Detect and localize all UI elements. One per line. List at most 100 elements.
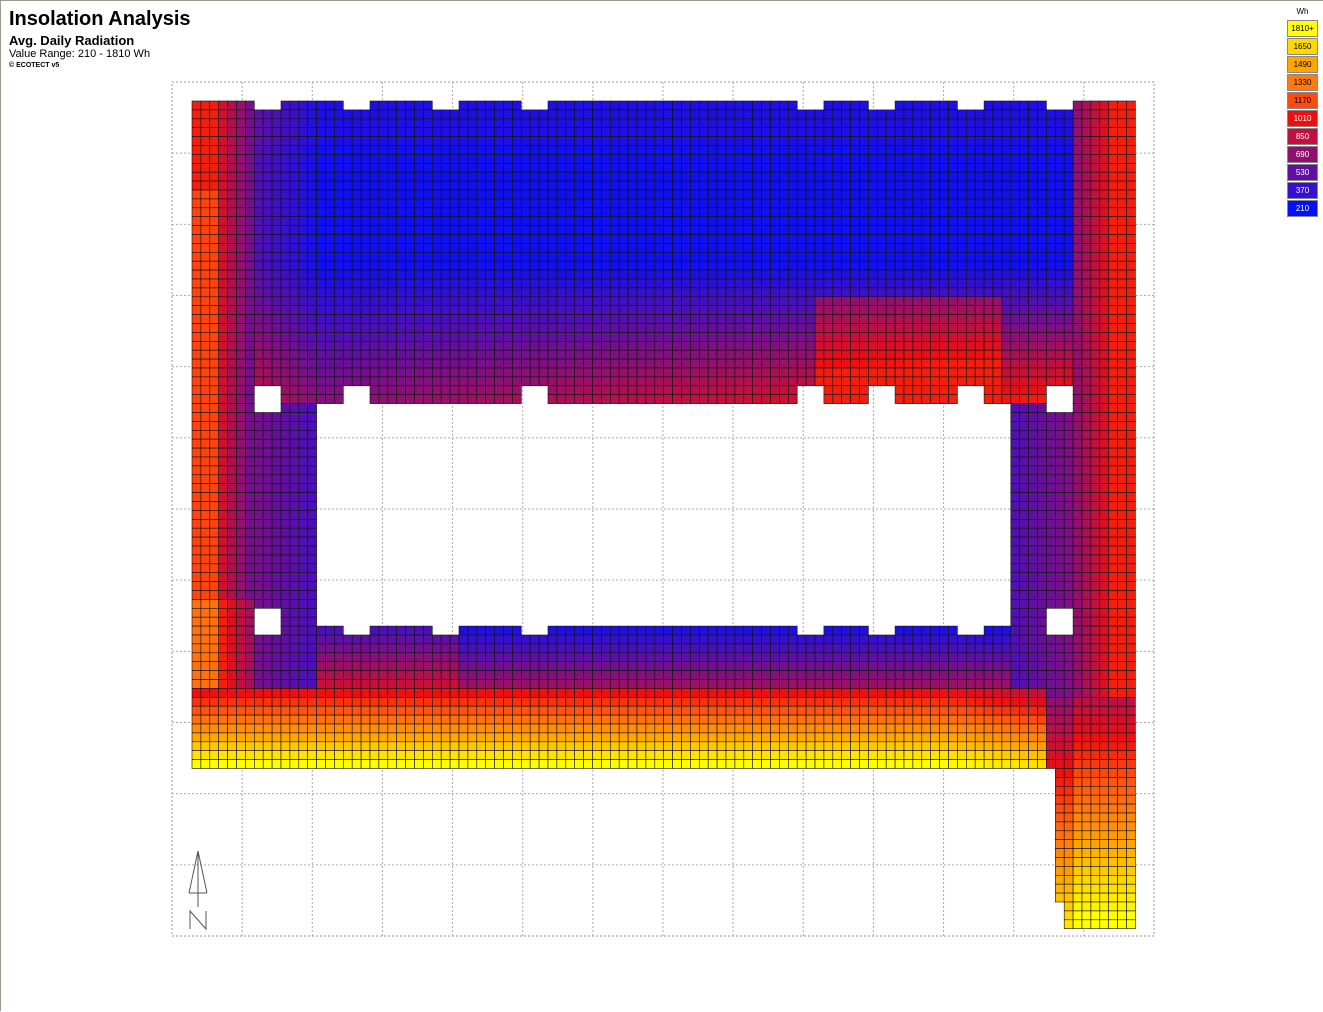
- heatmap-cell: [903, 145, 914, 155]
- heatmap-cell: [547, 207, 558, 218]
- heatmap-cell: [592, 252, 602, 262]
- heatmap-cell: [698, 252, 709, 262]
- heatmap-cell: [245, 180, 255, 191]
- heatmap-cell: [485, 252, 495, 262]
- heatmap-cell: [1072, 234, 1083, 244]
- heatmap-cell: [556, 127, 567, 137]
- heatmap-cell: [449, 118, 460, 129]
- heatmap-cell: [654, 109, 664, 120]
- heatmap-cell: [761, 394, 771, 404]
- heatmap-cell: [1037, 127, 1047, 137]
- heatmap-cell: [325, 376, 335, 387]
- heatmap-cell: [227, 634, 237, 645]
- heatmap-cell: [1099, 625, 1110, 636]
- heatmap-cell: [823, 367, 834, 378]
- heatmap-cell: [378, 234, 389, 244]
- heatmap-cell: [716, 243, 727, 253]
- heatmap-cell: [885, 367, 896, 378]
- heatmap-cell: [939, 287, 949, 298]
- heatmap-cell: [342, 269, 353, 280]
- heatmap-cell: [200, 572, 211, 582]
- heatmap-cell: [1063, 305, 1074, 315]
- heatmap-cell: [423, 198, 433, 209]
- heatmap-cell: [396, 679, 406, 689]
- heatmap-cell: [449, 688, 460, 698]
- heatmap-cell: [618, 136, 629, 146]
- heatmap-cell: [903, 163, 914, 173]
- heatmap-cell: [209, 260, 220, 271]
- heatmap-cell: [218, 554, 228, 565]
- heatmap-cell: [627, 332, 638, 342]
- heatmap-cell: [218, 394, 228, 404]
- heatmap-cell: [636, 679, 647, 689]
- heatmap-cell: [200, 367, 211, 378]
- heatmap-cell: [298, 510, 308, 520]
- heatmap-cell: [307, 127, 317, 137]
- heatmap-cell: [609, 305, 620, 315]
- heatmap-cell: [1126, 536, 1136, 547]
- heatmap-cell: [1055, 180, 1065, 191]
- heatmap-cell: [654, 252, 664, 262]
- heatmap-cell: [396, 305, 406, 315]
- heatmap-cell: [1081, 180, 1092, 191]
- heatmap-cell: [1126, 510, 1136, 520]
- heatmap-cell: [227, 429, 237, 440]
- heatmap-cell: [1028, 296, 1038, 306]
- heatmap-cell: [779, 314, 789, 324]
- heatmap-cell: [645, 207, 656, 218]
- heatmap-cell: [289, 412, 300, 422]
- heatmap-cell: [957, 305, 967, 315]
- heatmap-cell: [565, 118, 575, 129]
- heatmap-cell: [1046, 438, 1056, 449]
- heatmap-cell: [254, 180, 264, 191]
- heatmap-cell: [289, 323, 300, 333]
- heatmap-cell: [921, 269, 931, 280]
- heatmap-cell: [859, 225, 869, 235]
- heatmap-cell: [796, 118, 807, 129]
- heatmap-cell: [254, 278, 264, 289]
- heatmap-cell: [1063, 189, 1074, 200]
- heatmap-cell: [503, 625, 513, 636]
- heatmap-cell: [1108, 260, 1118, 271]
- heatmap-cell: [1090, 661, 1101, 671]
- heatmap-cell: [1001, 305, 1012, 315]
- heatmap-cell: [1019, 545, 1029, 556]
- heatmap-cell: [458, 385, 469, 395]
- heatmap-cell: [1126, 447, 1136, 458]
- heatmap-cell: [698, 189, 709, 200]
- heatmap-cell: [832, 118, 842, 129]
- heatmap-cell: [761, 670, 771, 680]
- heatmap-cell: [681, 260, 691, 271]
- heatmap-cell: [601, 652, 611, 662]
- heatmap-cell: [494, 349, 504, 360]
- heatmap-cell: [725, 376, 736, 387]
- heatmap-cell: [974, 225, 985, 235]
- heatmap-cell: [191, 688, 202, 698]
- heatmap-cell: [627, 305, 638, 315]
- heatmap-cell: [903, 652, 914, 662]
- heatmap-cell: [1117, 260, 1127, 271]
- heatmap-cell: [467, 643, 478, 654]
- heatmap-cell: [921, 243, 931, 253]
- heatmap-cell: [752, 314, 762, 324]
- heatmap-cell: [387, 207, 397, 218]
- heatmap-cell: [254, 189, 264, 200]
- heatmap-cell: [307, 332, 317, 342]
- heatmap-cell: [850, 679, 860, 689]
- heatmap-cell: [494, 269, 504, 280]
- heatmap-cell: [1117, 145, 1127, 155]
- heatmap-cell: [725, 225, 736, 235]
- heatmap-cell: [396, 323, 406, 333]
- heatmap-cell: [227, 207, 237, 218]
- heatmap-cell: [342, 163, 353, 173]
- heatmap-cell: [983, 278, 994, 289]
- heatmap-cell: [681, 163, 691, 173]
- heatmap-cell: [885, 163, 896, 173]
- heatmap-cell: [1037, 278, 1047, 289]
- heatmap-cell: [485, 287, 495, 298]
- heatmap-cell: [1126, 465, 1136, 476]
- heatmap-cell: [494, 225, 504, 235]
- heatmap-cell: [342, 688, 353, 698]
- heatmap-cell: [227, 376, 237, 387]
- heatmap-cell: [298, 465, 308, 476]
